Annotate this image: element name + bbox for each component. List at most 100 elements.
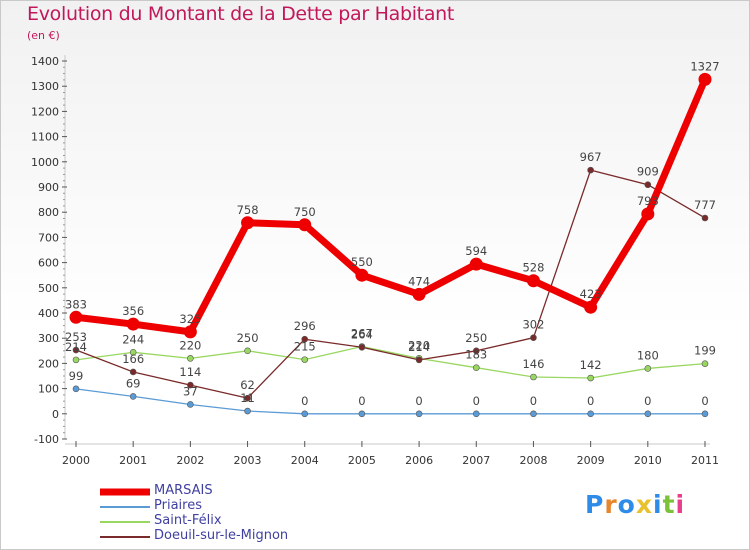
chart-title: Evolution du Montant de la Dette par Hab… (27, 3, 455, 25)
data-label: 793 (637, 194, 659, 208)
data-point (129, 349, 137, 356)
y-tick-label: 300 (38, 332, 59, 345)
data-point (187, 401, 194, 408)
legend-swatch (100, 535, 150, 538)
data-label: 0 (701, 394, 708, 408)
data-label: 214 (408, 340, 430, 354)
data-point (301, 356, 309, 363)
data-point (530, 334, 537, 341)
x-tick-label: 2011 (691, 454, 719, 467)
data-label: 302 (522, 318, 544, 332)
y-tick-label: 500 (38, 282, 59, 295)
y-tick-label: 1200 (31, 105, 59, 118)
legend-label: Priaires (154, 498, 202, 513)
x-tick-label: 2004 (291, 454, 319, 467)
data-point (701, 410, 709, 418)
legend-item: Saint-Félix (100, 513, 360, 529)
y-tick-label: 400 (38, 307, 59, 320)
series-line-priaires (75, 388, 706, 415)
data-label: 325 (179, 312, 201, 326)
data-label: 264 (351, 327, 373, 341)
data-label: 220 (179, 338, 201, 352)
data-point (472, 410, 480, 418)
data-point (358, 343, 366, 351)
data-point (584, 300, 598, 314)
data-point (241, 216, 255, 230)
data-label: 594 (465, 244, 487, 258)
data-label: 356 (122, 304, 144, 318)
proxiti-logo: Proxiti (585, 490, 686, 519)
data-point (698, 72, 712, 86)
data-point (469, 257, 483, 271)
data-label: 69 (126, 376, 141, 390)
data-label: 750 (294, 205, 316, 219)
chart-unit: (en €) (27, 29, 60, 42)
data-point (530, 373, 537, 381)
legend-label: MARSAIS (154, 483, 213, 498)
x-tick-label: 2009 (577, 454, 605, 467)
data-label: 215 (294, 340, 316, 354)
data-point (472, 347, 480, 355)
data-point (415, 356, 423, 364)
data-point (187, 381, 194, 389)
data-point (187, 355, 194, 362)
y-tick-label: 1000 (31, 156, 59, 169)
data-label: 267 (351, 327, 373, 341)
data-label: 253 (65, 330, 87, 344)
data-point (530, 410, 537, 418)
x-tick-label: 2005 (348, 454, 376, 467)
data-label: 114 (179, 365, 201, 379)
series-line-marsais (72, 75, 709, 336)
data-point (587, 374, 594, 382)
data-point (244, 394, 251, 402)
data-label: 62 (240, 378, 255, 392)
data-point (526, 274, 540, 288)
data-label: 0 (301, 394, 308, 408)
data-point (701, 360, 709, 367)
data-point (644, 410, 652, 418)
data-label: 244 (122, 332, 144, 346)
data-label: 214 (65, 340, 87, 354)
legend-item: MARSAIS (100, 483, 360, 499)
data-label: 146 (522, 357, 544, 371)
data-label: 383 (65, 297, 87, 311)
x-tick-label: 2002 (176, 454, 204, 467)
series-line-saint-f-lix (75, 345, 706, 379)
data-point (129, 368, 137, 376)
data-label: 250 (237, 331, 259, 345)
data-point (587, 166, 594, 174)
data-label: 180 (637, 348, 659, 362)
data-point (412, 287, 426, 301)
y-tick-label: 600 (38, 257, 59, 270)
data-label: 0 (358, 394, 365, 408)
data-label: 777 (694, 198, 716, 212)
data-label: 296 (294, 319, 316, 333)
data-point (72, 385, 80, 393)
y-tick-label: 200 (38, 357, 59, 370)
data-label: 0 (587, 394, 594, 408)
y-tick-label: -100 (34, 433, 59, 446)
data-label: 758 (237, 203, 259, 217)
data-label: 528 (522, 261, 544, 275)
data-label: 0 (530, 394, 537, 408)
data-label: 183 (465, 348, 487, 362)
data-label: 909 (637, 165, 659, 179)
legend-item: Doeuil-sur-le-Mignon (100, 528, 360, 544)
y-tick-label: 1100 (31, 131, 59, 144)
data-label: 199 (694, 344, 716, 358)
data-label: 220 (408, 338, 430, 352)
y-tick-label: 700 (38, 231, 59, 244)
data-label: 166 (122, 352, 144, 366)
legend-swatch (100, 505, 150, 508)
data-point (72, 346, 80, 354)
chart-legend: MARSAIS Priaires Saint-Félix Doeuil-sur-le-… (100, 483, 360, 544)
data-label: 550 (351, 255, 373, 269)
data-label: 0 (415, 394, 422, 408)
legend-swatch (100, 488, 150, 495)
y-tick-label: 1400 (31, 55, 59, 68)
data-point (129, 393, 137, 400)
y-tick-label: 0 (52, 408, 59, 421)
data-label: 423 (580, 287, 602, 301)
x-tick-label: 2008 (519, 454, 547, 467)
